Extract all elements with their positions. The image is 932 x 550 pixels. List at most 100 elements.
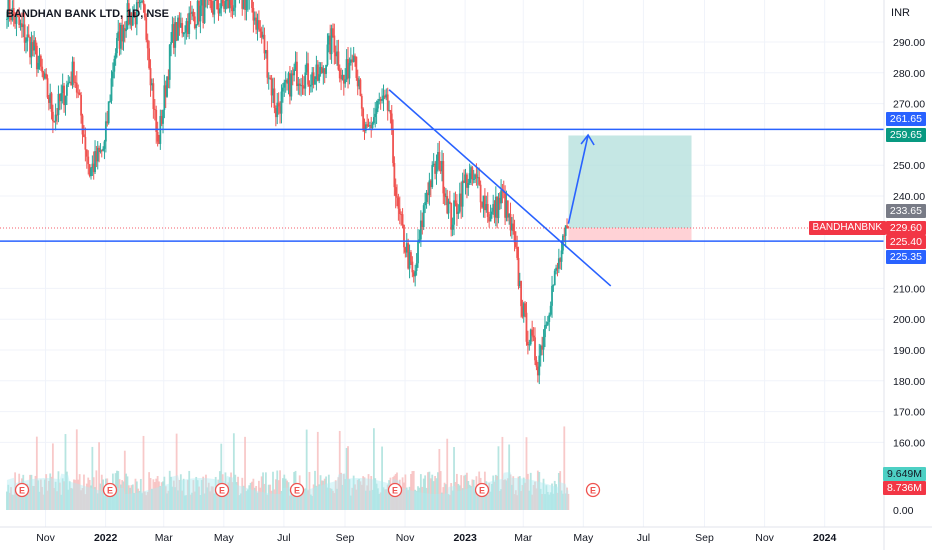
volume-bar [67,489,70,510]
candle-body [81,115,84,135]
volume-bar [29,474,31,510]
candle-body [516,246,519,258]
candle-body [153,108,156,110]
candle-body [490,211,493,215]
volume-bar [404,474,407,510]
volume-bar [205,474,207,510]
candle-body [192,11,195,17]
volume-bar [81,488,84,510]
candle-body [259,28,262,32]
volume-bar [356,479,359,510]
candle-body [33,40,36,51]
candle-body [164,85,167,97]
volume-bar [381,446,383,510]
candle-body [470,167,472,174]
volume-bar [63,481,65,510]
volume-bar [453,447,455,510]
candle-body [221,0,224,4]
candle-body [95,151,98,162]
candle-body [277,102,280,107]
volume-bar [100,474,103,510]
volume-bar [33,486,36,510]
volume-bar [10,487,12,510]
candle-body [496,196,499,218]
candle-body [51,111,54,122]
candle-body [297,83,300,86]
candle-body [483,195,486,211]
volume-bar [125,473,128,510]
volume-bar [305,429,308,510]
volume-bar [351,487,354,510]
volume-bar [43,479,46,510]
earnings-marker: E [14,482,30,498]
candle-body [70,81,73,85]
currency-label: INR [891,7,910,19]
candle-body [174,22,177,48]
candle-body [116,37,118,54]
volume-bar [232,433,235,510]
candle-body [458,193,461,212]
candle-body [10,15,12,21]
candle-body [464,174,467,183]
loss-zone [568,228,692,241]
candle-body [418,239,421,242]
target-price-tag: 259.65 [885,128,926,142]
candle-body [273,88,276,109]
volume-bar [181,490,184,510]
drawings[interactable] [0,89,884,287]
time-axis[interactable]: Nov 2022 Mar May Jul Sep Nov 2023 Mar May Jul Sep No… [36,532,836,544]
volume-bar [98,442,100,510]
candle-body [356,77,359,87]
volume-bar [274,479,277,510]
volume-bar [200,479,203,510]
volume-bar [534,481,536,510]
volume-bar [12,494,15,510]
volume-bar [362,476,365,510]
candle-body [371,122,374,128]
volume-bar [474,491,476,510]
candle-body [392,129,394,163]
volume-bar [327,474,330,510]
candle-body [478,177,481,185]
candle-body [377,100,379,109]
volume-bar [516,495,519,510]
candle-body [485,204,488,211]
candle-body [344,79,347,84]
volume-bar [80,490,82,510]
candle-body [556,267,559,269]
candle-body [442,161,445,194]
candle-body [158,141,160,144]
candle-body [175,22,178,41]
candle-body [218,8,221,14]
volume-bar [422,478,425,510]
candle-body [29,37,31,58]
candle-body [407,243,410,269]
volume-bar [242,485,245,510]
candle-body [77,92,80,94]
candle-body [453,200,455,225]
volume-bar [522,477,525,510]
volume-bar [405,487,408,510]
volume-bar [11,494,14,510]
volume-bar [315,485,318,510]
candle-body [443,193,446,197]
candle-body [224,1,227,9]
candle-body [263,34,266,54]
volume-bar [188,470,191,510]
candle-body [96,147,99,162]
volume-bar [199,494,202,510]
price-axis[interactable]: 290.00 280.00 270.00 250.00 240.00 210.00 200.… [893,37,925,517]
volume-bar [109,490,111,510]
volume-bar [223,494,225,510]
candle-body [429,180,432,188]
volume-bar [248,485,251,510]
candle-body [404,247,407,253]
candle-body [488,216,491,222]
volume-bar [446,438,449,510]
volume-bar [90,485,92,510]
candle-body [388,110,391,112]
candle-body [412,272,415,277]
candle-body [170,42,172,45]
volume-bar [251,481,253,510]
